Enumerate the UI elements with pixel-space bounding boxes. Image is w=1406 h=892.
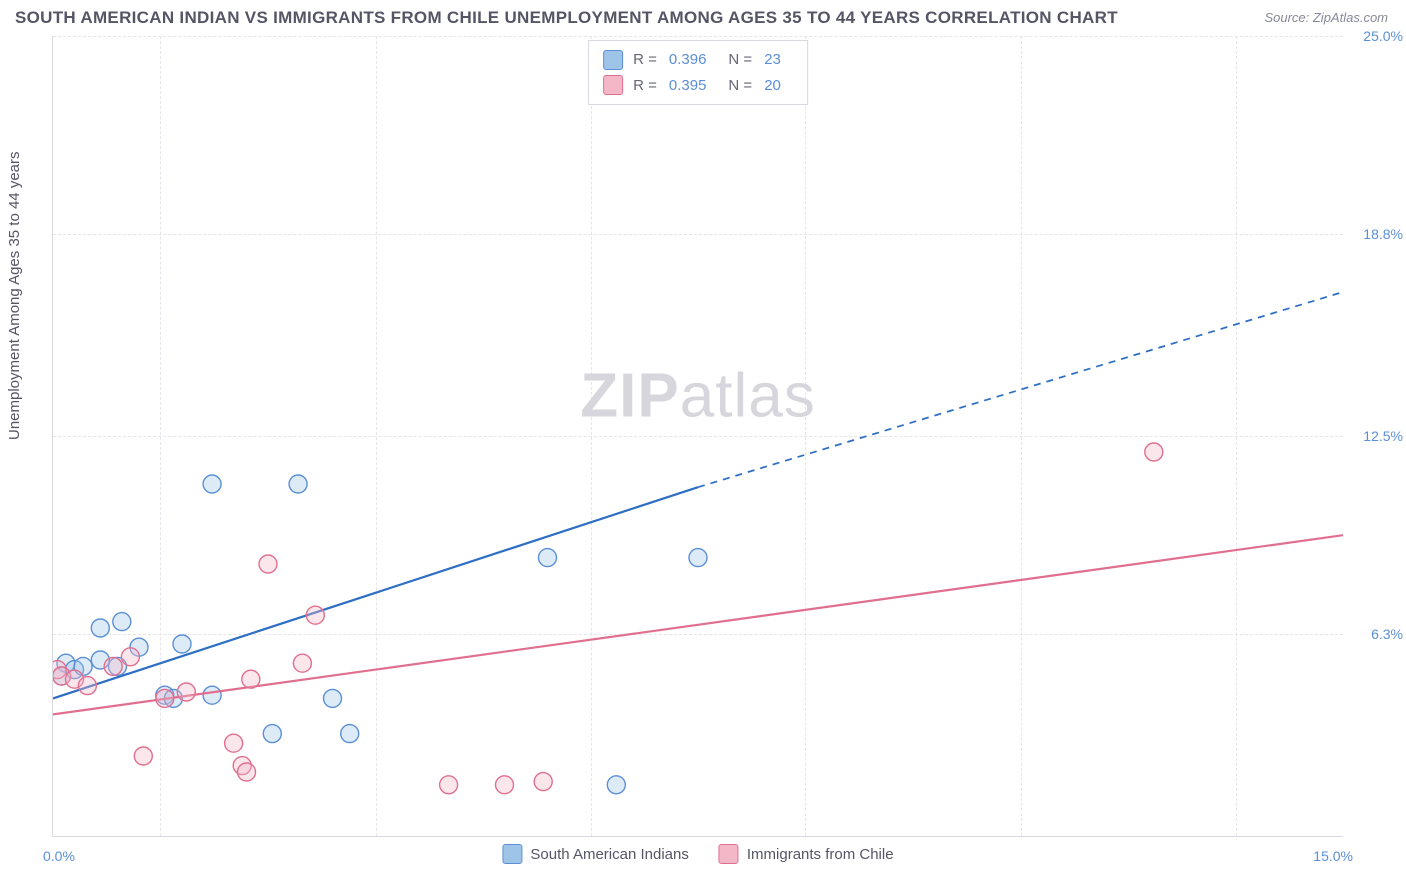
y-axis-tick-label: 18.8% — [1348, 226, 1403, 242]
source-attribution: Source: ZipAtlas.com — [1264, 10, 1388, 25]
legend-n-label: N = — [728, 47, 752, 73]
data-point — [91, 619, 109, 637]
legend-swatch — [719, 844, 739, 864]
data-point — [156, 689, 174, 707]
data-point — [238, 763, 256, 781]
data-point — [173, 635, 191, 653]
scatter-svg — [53, 36, 1343, 836]
legend-swatch — [603, 75, 623, 95]
y-axis-tick-label: 12.5% — [1348, 428, 1403, 444]
y-axis-tick-label: 25.0% — [1348, 28, 1403, 44]
correlation-legend: R = 0.396 N = 23 R = 0.395 N = 20 — [588, 40, 808, 105]
chart-title: SOUTH AMERICAN INDIAN VS IMMIGRANTS FROM… — [15, 8, 1118, 28]
trend-line-extrapolated — [698, 292, 1343, 487]
x-axis-tick-label: 15.0% — [1313, 848, 1353, 864]
legend-correlation-row: R = 0.395 N = 20 — [603, 73, 793, 99]
legend-r-value: 0.396 — [669, 47, 707, 73]
data-point — [259, 555, 277, 573]
data-point — [242, 670, 260, 688]
data-point — [496, 776, 514, 794]
data-point — [689, 549, 707, 567]
data-point — [78, 677, 96, 695]
data-point — [539, 549, 557, 567]
legend-r-label: R = — [633, 47, 657, 73]
x-axis-tick-label: 0.0% — [43, 848, 75, 864]
legend-series-label: South American Indians — [530, 846, 688, 863]
data-point — [113, 613, 131, 631]
data-point — [263, 725, 281, 743]
data-point — [607, 776, 625, 794]
trend-line — [53, 487, 698, 698]
data-point — [324, 689, 342, 707]
legend-series-label: Immigrants from Chile — [747, 846, 894, 863]
data-point — [440, 776, 458, 794]
legend-swatch — [502, 844, 522, 864]
legend-series-item: South American Indians — [502, 844, 688, 864]
series-legend: South American Indians Immigrants from Ch… — [502, 844, 893, 864]
data-point — [134, 747, 152, 765]
data-point — [104, 657, 122, 675]
legend-correlation-row: R = 0.396 N = 23 — [603, 47, 793, 73]
y-axis-label: Unemployment Among Ages 35 to 44 years — [6, 151, 23, 440]
data-point — [341, 725, 359, 743]
data-point — [534, 773, 552, 791]
data-point — [225, 734, 243, 752]
data-point — [177, 683, 195, 701]
data-point — [289, 475, 307, 493]
data-point — [1145, 443, 1163, 461]
y-axis-tick-label: 6.3% — [1348, 626, 1403, 642]
data-point — [293, 654, 311, 672]
data-point — [203, 475, 221, 493]
legend-r-value: 0.395 — [669, 73, 707, 99]
legend-swatch — [603, 50, 623, 70]
data-point — [203, 686, 221, 704]
chart-plot-area: ZIPatlas R = 0.396N = 23R = 0.395N = 20 … — [52, 36, 1343, 837]
legend-n-value: 23 — [764, 47, 781, 73]
data-point — [306, 606, 324, 624]
legend-n-label: N = — [728, 73, 752, 99]
legend-r-label: R = — [633, 73, 657, 99]
legend-series-item: Immigrants from Chile — [719, 844, 894, 864]
legend-n-value: 20 — [764, 73, 781, 99]
data-point — [121, 648, 139, 666]
